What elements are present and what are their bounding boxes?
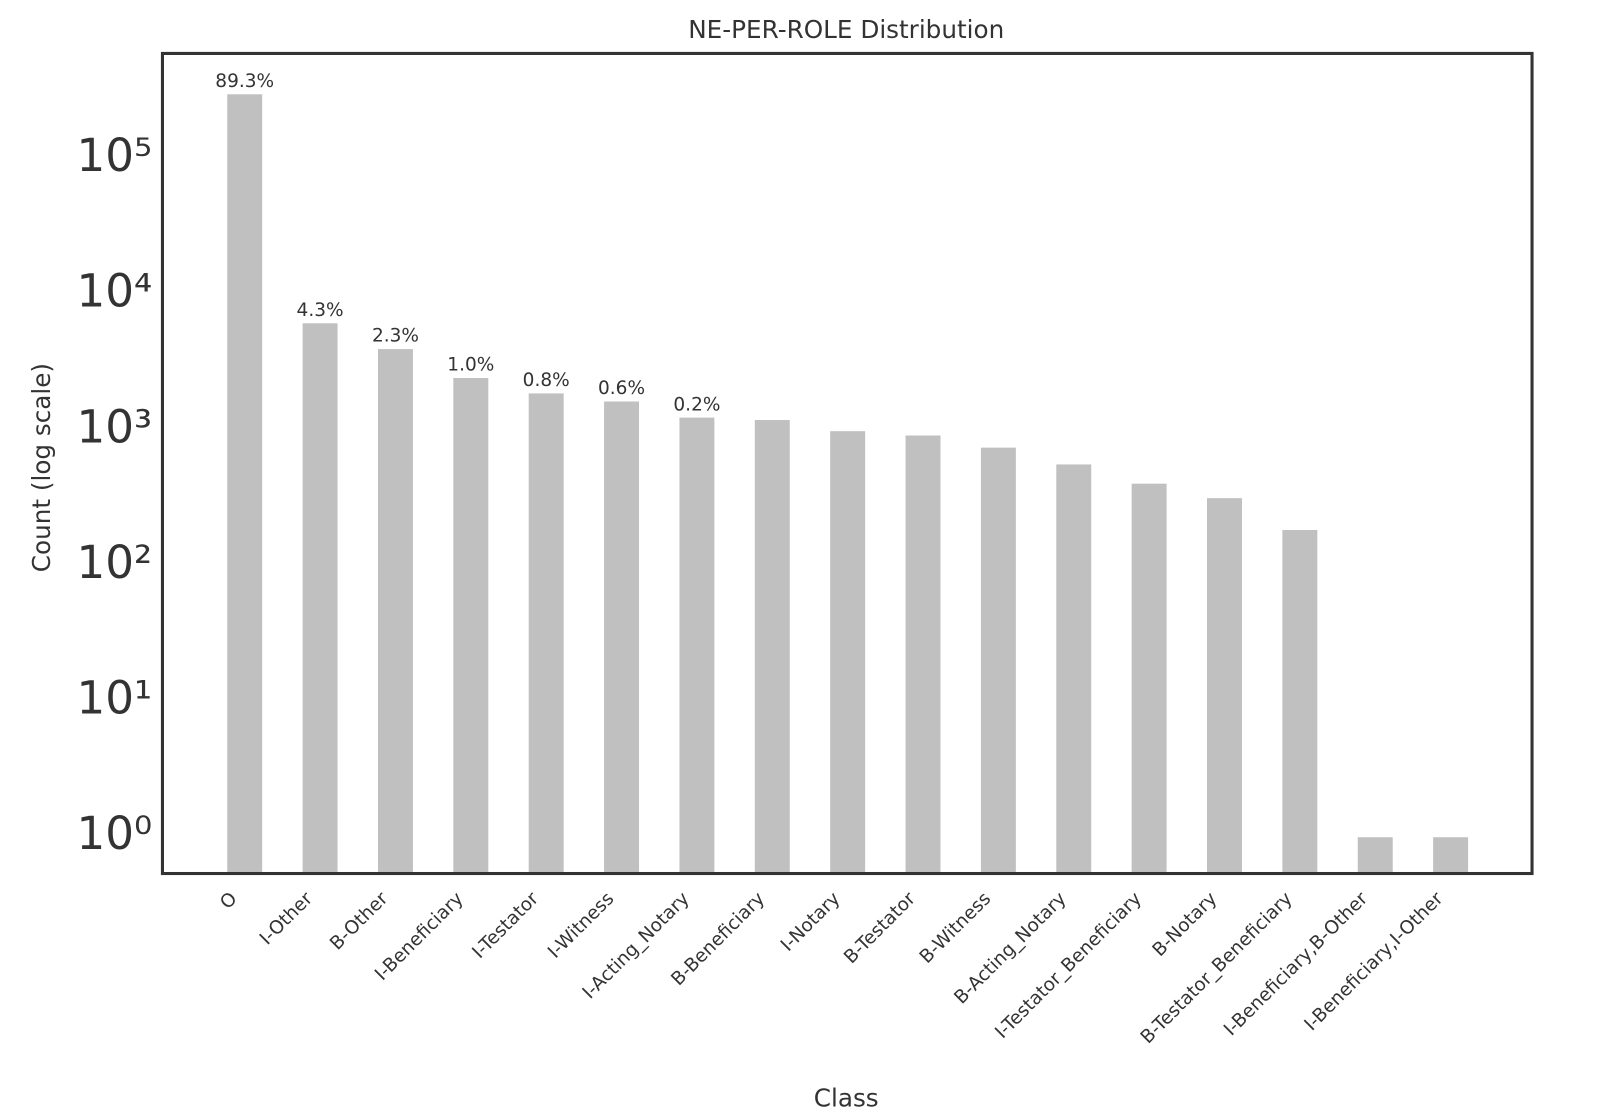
percent-label: 89.3% [215,71,274,92]
bar [1357,837,1393,874]
x-tick-label: B-Witness [916,888,995,967]
y-tick-label: 10¹ [76,672,152,725]
y-tick-label: 10² [76,536,152,589]
bar [754,420,790,874]
x-tick-label: I-Beneficiary,B-Other [1220,888,1372,1040]
y-tick-label: 10⁵ [76,129,152,182]
x-tick-label: B-Other [326,888,392,954]
x-tick-label: I-Witness [544,888,618,962]
percent-label: 0.2% [673,394,720,415]
percent-label: 2.3% [372,326,419,347]
x-tick-label: B-Testator_Beneficiary [1137,888,1297,1048]
bar [679,417,715,874]
bar [1056,464,1092,874]
percent-label: 0.8% [523,370,570,391]
x-tick-label: B-Testator [840,888,920,968]
y-tick-label: 10⁰ [76,807,152,860]
x-tick-label: I-Testator [468,888,543,963]
percent-label: 4.3% [297,300,344,321]
bar [528,393,564,874]
bar [830,431,866,874]
bar [377,349,413,874]
x-tick-label: I-Other [256,888,317,949]
bar [980,447,1016,874]
bar [1131,483,1167,874]
bar [1433,837,1469,874]
x-axis-label: Class [814,1084,879,1113]
x-tick-label: I-Testator_Beneficiary [991,888,1146,1043]
y-tick-label: 10⁴ [76,265,152,318]
x-tick-label: B-Notary [1149,888,1222,961]
bar [1207,498,1242,874]
y-tick-label: 10³ [76,400,152,453]
percent-label: 0.6% [598,378,645,399]
bar [453,377,489,874]
x-tick-label: I-Notary [777,888,845,956]
plot-area: 10⁰ 10¹ 10² 10³ 10⁴ 10⁵ O I-Other B-Other I-Benef… [76,71,1469,1048]
percent-label: 1.0% [447,355,494,376]
plot-frame [160,51,1534,876]
bar [1282,530,1318,874]
bar [604,401,640,874]
bar [227,94,263,874]
bar [302,323,338,874]
chart-title: NE-PER-ROLE Distribution [688,15,1004,44]
x-tick-label: I-Beneficiary,I-Other [1301,888,1448,1035]
x-tick-label: O [216,888,241,913]
y-axis-label: Count (log scale) [27,363,56,572]
bar [905,435,941,874]
